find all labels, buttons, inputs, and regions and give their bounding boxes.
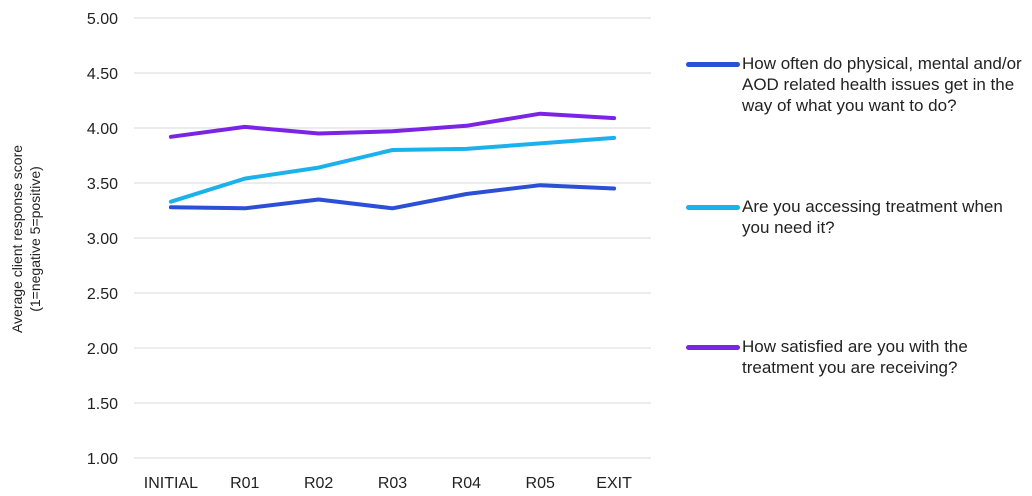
- legend-label: Are you accessing treatment when you nee…: [742, 197, 1003, 237]
- y-tick-label: 1.00: [87, 451, 118, 468]
- y-axis-title-line2: (1=negative 5=positive): [27, 166, 43, 312]
- legend-item: How satisfied are you with the treatment…: [686, 336, 1032, 378]
- x-tick-label: R01: [230, 475, 259, 492]
- y-tick-label: 4.00: [87, 121, 118, 138]
- legend-swatch: [686, 205, 740, 210]
- x-axis-ticks: INITIAL R01 R02 R03 R04 R05 EXIT: [144, 475, 632, 492]
- series-lines: [168, 111, 617, 211]
- y-axis-ticks: 1.00 1.50 2.00 2.50 3.00 3.50 4.00 4.50 5.00: [87, 11, 118, 468]
- series-line-2: [168, 135, 617, 204]
- x-tick-label: R05: [526, 475, 555, 492]
- x-tick-label: EXIT: [596, 475, 632, 492]
- x-tick-label: INITIAL: [144, 475, 198, 492]
- y-tick-label: 4.50: [87, 66, 118, 83]
- y-tick-label: 2.00: [87, 341, 118, 358]
- y-tick-label: 5.00: [87, 11, 118, 28]
- legend-label: How often do physical, mental and/or AOD…: [742, 54, 1022, 115]
- y-tick-label: 3.50: [87, 176, 118, 193]
- legend-swatch: [686, 62, 740, 67]
- x-tick-label: R02: [304, 475, 333, 492]
- series-line-3: [168, 111, 617, 139]
- y-axis-title-line1: Average client response score: [9, 145, 25, 333]
- legend-label: How satisfied are you with the treatment…: [742, 337, 968, 377]
- y-tick-label: 2.50: [87, 286, 118, 303]
- legend-item: How often do physical, mental and/or AOD…: [686, 53, 1032, 116]
- y-tick-label: 1.50: [87, 396, 118, 413]
- legend-swatch: [686, 345, 740, 350]
- gridlines: [134, 17, 651, 459]
- x-tick-label: R03: [378, 475, 407, 492]
- legend-item: Are you accessing treatment when you nee…: [686, 196, 1032, 238]
- y-tick-label: 3.00: [87, 231, 118, 248]
- series-line-1: [168, 183, 617, 211]
- x-tick-label: R04: [452, 475, 481, 492]
